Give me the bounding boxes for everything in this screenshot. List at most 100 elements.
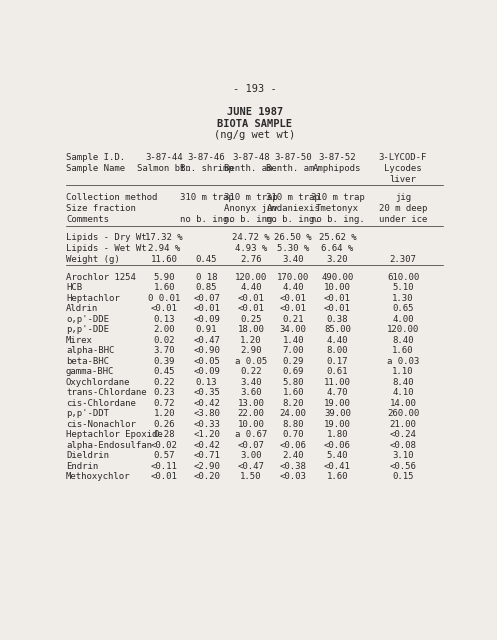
Text: <3.80: <3.80 — [193, 409, 220, 418]
Text: Amphipods: Amphipods — [313, 164, 362, 173]
Text: cis-Nonachlor: cis-Nonachlor — [66, 420, 136, 429]
Text: no b. ing.: no b. ing. — [266, 215, 320, 224]
Text: 0 0.01: 0 0.01 — [148, 294, 180, 303]
Text: 10.00: 10.00 — [238, 420, 264, 429]
Text: 0.85: 0.85 — [196, 283, 217, 292]
Text: JUNE 1987: JUNE 1987 — [227, 108, 283, 117]
Text: no b. ing.: no b. ing. — [180, 215, 234, 224]
Text: 1.10: 1.10 — [392, 367, 414, 376]
Text: 4.10: 4.10 — [392, 388, 414, 397]
Text: <0.01: <0.01 — [280, 304, 307, 313]
Text: 6.64 %: 6.64 % — [322, 244, 354, 253]
Text: Anonyx juv: Anonyx juv — [224, 204, 278, 213]
Text: alpha-Endosulfan: alpha-Endosulfan — [66, 441, 152, 450]
Text: 310 m trap: 310 m trap — [266, 193, 320, 202]
Text: 7.00: 7.00 — [282, 346, 304, 355]
Text: 20 m deep: 20 m deep — [379, 204, 427, 213]
Text: 3.10: 3.10 — [392, 451, 414, 460]
Text: Lycodes: Lycodes — [384, 164, 422, 173]
Text: 26.50 %: 26.50 % — [274, 233, 312, 242]
Text: 11.00: 11.00 — [324, 378, 351, 387]
Text: Collection method: Collection method — [66, 193, 158, 202]
Text: 4.70: 4.70 — [327, 388, 348, 397]
Text: Andaniexis: Andaniexis — [266, 204, 320, 213]
Text: <0.02: <0.02 — [151, 441, 177, 450]
Text: 0.13: 0.13 — [154, 315, 175, 324]
Text: a 0.03: a 0.03 — [387, 356, 419, 365]
Text: <0.24: <0.24 — [390, 430, 416, 439]
Text: <0.01: <0.01 — [193, 304, 220, 313]
Text: 0.72: 0.72 — [154, 399, 175, 408]
Text: 1.60: 1.60 — [327, 472, 348, 481]
Text: 2.94 %: 2.94 % — [148, 244, 180, 253]
Text: 0.39: 0.39 — [154, 356, 175, 365]
Text: <0.01: <0.01 — [151, 472, 177, 481]
Text: 8.80: 8.80 — [282, 420, 304, 429]
Text: <0.90: <0.90 — [193, 346, 220, 355]
Text: <0.20: <0.20 — [193, 472, 220, 481]
Text: alpha-BHC: alpha-BHC — [66, 346, 114, 355]
Text: <0.42: <0.42 — [193, 399, 220, 408]
Text: 1.60: 1.60 — [282, 388, 304, 397]
Text: 3-87-50: 3-87-50 — [274, 154, 312, 163]
Text: 0.21: 0.21 — [282, 315, 304, 324]
Text: 3.40: 3.40 — [282, 255, 304, 264]
Text: 0.02: 0.02 — [154, 335, 175, 344]
Text: 1.30: 1.30 — [392, 294, 414, 303]
Text: <0.01: <0.01 — [151, 304, 177, 313]
Text: beta-BHC: beta-BHC — [66, 356, 109, 365]
Text: <0.42: <0.42 — [193, 441, 220, 450]
Text: <0.47: <0.47 — [193, 335, 220, 344]
Text: <0.03: <0.03 — [280, 472, 307, 481]
Text: 3.60: 3.60 — [240, 388, 261, 397]
Text: Endrin: Endrin — [66, 461, 98, 470]
Text: 1.80: 1.80 — [327, 430, 348, 439]
Text: <0.56: <0.56 — [390, 461, 416, 470]
Text: 1.60: 1.60 — [154, 283, 175, 292]
Text: 1.40: 1.40 — [282, 335, 304, 344]
Text: <0.47: <0.47 — [238, 461, 264, 470]
Text: 4.00: 4.00 — [392, 315, 414, 324]
Text: cis-Chlordane: cis-Chlordane — [66, 399, 136, 408]
Text: no b. ing.: no b. ing. — [311, 215, 364, 224]
Text: Benth. am.: Benth. am. — [224, 164, 278, 173]
Text: 490.00: 490.00 — [322, 273, 354, 282]
Text: 0.17: 0.17 — [327, 356, 348, 365]
Text: <0.71: <0.71 — [193, 451, 220, 460]
Text: Arochlor 1254: Arochlor 1254 — [66, 273, 136, 282]
Text: 5.40: 5.40 — [327, 451, 348, 460]
Text: a 0.67: a 0.67 — [235, 430, 267, 439]
Text: 4.40: 4.40 — [282, 283, 304, 292]
Text: 24.72 %: 24.72 % — [232, 233, 270, 242]
Text: 1.20: 1.20 — [154, 409, 175, 418]
Text: 3.40: 3.40 — [240, 378, 261, 387]
Text: 19.00: 19.00 — [324, 399, 351, 408]
Text: 85.00: 85.00 — [324, 325, 351, 334]
Text: 39.00: 39.00 — [324, 409, 351, 418]
Text: 22.00: 22.00 — [238, 409, 264, 418]
Text: 2.307: 2.307 — [390, 255, 416, 264]
Text: Oxychlordane: Oxychlordane — [66, 378, 131, 387]
Text: 610.00: 610.00 — [387, 273, 419, 282]
Text: p,p'-DDE: p,p'-DDE — [66, 325, 109, 334]
Text: <0.33: <0.33 — [193, 420, 220, 429]
Text: 3-87-44: 3-87-44 — [146, 154, 183, 163]
Text: 0.28: 0.28 — [154, 430, 175, 439]
Text: 0.70: 0.70 — [282, 430, 304, 439]
Text: Heptachlor Epoxide: Heptachlor Epoxide — [66, 430, 163, 439]
Text: 310 m trap: 310 m trap — [224, 193, 278, 202]
Text: 3-87-48: 3-87-48 — [232, 154, 270, 163]
Text: HCB: HCB — [66, 283, 82, 292]
Text: 120.00: 120.00 — [387, 325, 419, 334]
Text: <0.01: <0.01 — [238, 304, 264, 313]
Text: 19.00: 19.00 — [324, 420, 351, 429]
Text: 4.40: 4.40 — [240, 283, 261, 292]
Text: Aldrin: Aldrin — [66, 304, 98, 313]
Text: Heptachlor: Heptachlor — [66, 294, 120, 303]
Text: 0.29: 0.29 — [282, 356, 304, 365]
Text: 5.30 %: 5.30 % — [277, 244, 309, 253]
Text: 0.22: 0.22 — [154, 378, 175, 387]
Text: 0.15: 0.15 — [392, 472, 414, 481]
Text: under ice: under ice — [379, 215, 427, 224]
Text: 0.65: 0.65 — [392, 304, 414, 313]
